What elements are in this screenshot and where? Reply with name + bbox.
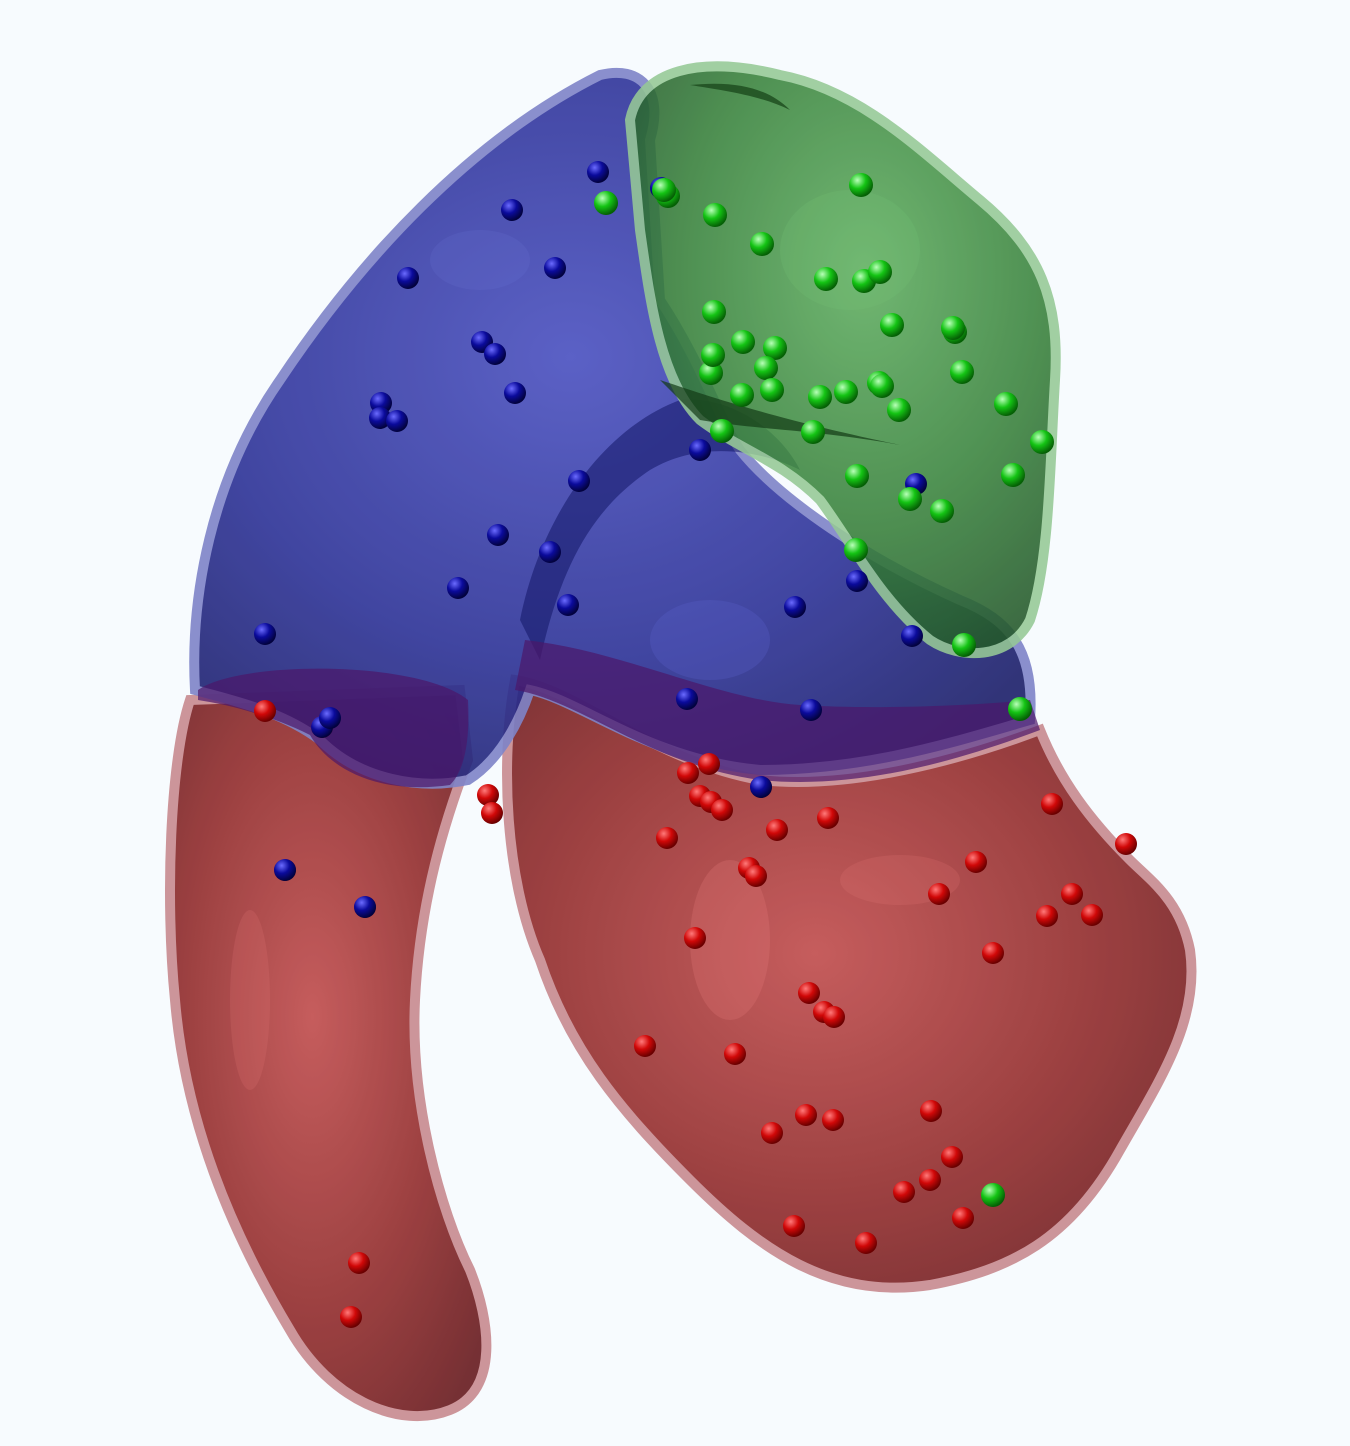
red-point-marker [348,1252,370,1274]
green-point-marker [870,374,894,398]
red-point-marker [1081,904,1103,926]
blue-point-marker [319,707,341,729]
blue-point-marker [254,623,276,645]
green-point-marker [930,499,954,523]
green-point-marker [703,203,727,227]
green-point-marker [808,385,832,409]
blue-point-marker [447,577,469,599]
red-point-marker [952,1207,974,1229]
blue-point-marker [487,524,509,546]
green-point-marker [763,336,787,360]
blue-point-marker [901,625,923,647]
red-point-marker [761,1122,783,1144]
green-point-marker [1008,697,1032,721]
red-point-marker [823,1006,845,1028]
green-point-marker [652,178,676,202]
blue-point-marker [846,570,868,592]
blue-point-marker [501,199,523,221]
red-point-marker [893,1181,915,1203]
blue-point-marker [484,343,506,365]
red-point-marker [783,1215,805,1237]
blue-point-marker [750,776,772,798]
red-point-marker [855,1232,877,1254]
green-point-marker [731,330,755,354]
green-point-marker [760,378,784,402]
red-point-marker [798,982,820,1004]
red-point-marker [982,942,1004,964]
red-point-marker [1036,905,1058,927]
green-point-marker [952,633,976,657]
red-point-marker [477,784,499,806]
blue-point-marker [544,257,566,279]
red-point-marker [817,807,839,829]
green-point-marker [699,361,723,385]
red-point-marker [698,753,720,775]
red-point-marker [795,1104,817,1126]
green-point-marker [814,267,838,291]
red-point-marker [822,1109,844,1131]
green-point-marker [702,300,726,324]
blue-point-marker [539,541,561,563]
green-point-marker [950,360,974,384]
green-point-marker [994,392,1018,416]
red-point-marker [634,1035,656,1057]
blue-point-marker [800,699,822,721]
blue-point-marker [689,439,711,461]
green-point-marker [941,316,965,340]
blue-point-marker [784,596,806,618]
red-point-marker [766,819,788,841]
blue-point-marker [386,410,408,432]
green-point-marker [849,173,873,197]
green-point-marker [1001,463,1025,487]
blue-point-marker [676,688,698,710]
red-point-marker [684,927,706,949]
blue-point-marker [587,161,609,183]
red-point-marker [745,865,767,887]
blue-point-marker [397,267,419,289]
red-point-marker [656,827,678,849]
green-point-marker [880,313,904,337]
red-point-marker [965,851,987,873]
red-point-marker [677,762,699,784]
red-point-marker [928,883,950,905]
green-point-marker [981,1183,1005,1207]
green-point-marker [887,398,911,422]
green-point-marker [730,383,754,407]
point-markers [254,161,1137,1328]
red-region [165,674,1197,1422]
green-point-marker [844,538,868,562]
green-point-marker [834,380,858,404]
red-point-marker [920,1100,942,1122]
blue-point-marker [354,896,376,918]
green-point-marker [801,420,825,444]
blue-point-marker [557,594,579,616]
green-point-marker [1030,430,1054,454]
green-point-marker [754,356,778,380]
green-point-marker [845,464,869,488]
green-point-marker [594,191,618,215]
blue-point-marker [369,407,391,429]
red-point-marker [724,1043,746,1065]
red-point-marker [481,802,503,824]
green-point-marker [868,260,892,284]
red-point-marker [1115,833,1137,855]
blue-point-marker [568,470,590,492]
blue-point-marker [504,382,526,404]
red-point-marker [919,1169,941,1191]
red-point-marker [254,700,276,722]
green-point-marker [898,487,922,511]
red-point-marker [340,1306,362,1328]
green-point-marker [750,232,774,256]
blue-point-marker [274,859,296,881]
green-point-marker [710,419,734,443]
green-point-marker [701,343,725,367]
red-point-marker [1041,793,1063,815]
red-point-marker [941,1146,963,1168]
red-point-marker [711,799,733,821]
red-point-marker [1061,883,1083,905]
